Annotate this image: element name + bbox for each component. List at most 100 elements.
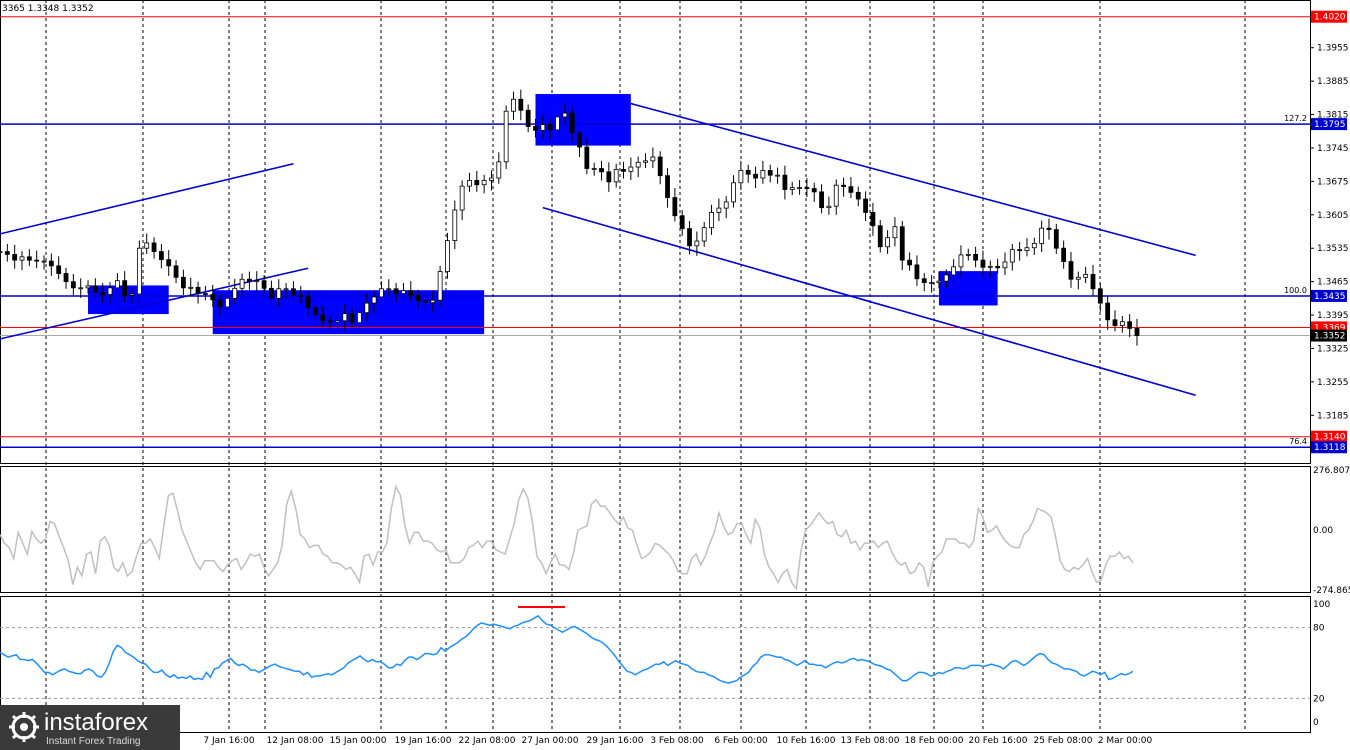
x-tick-label: 29 Jan 16:00 [587, 736, 644, 746]
cci-line [0, 484, 1134, 591]
candle-body [48, 260, 54, 267]
candle-body [100, 292, 106, 295]
candle-body [753, 173, 758, 179]
candle-body [628, 166, 634, 172]
candle-body [19, 256, 25, 261]
candle-body [92, 285, 98, 293]
candle-body [525, 109, 531, 127]
candle-body [863, 198, 868, 213]
candle-body [848, 186, 854, 193]
x-tick-label: 20 Feb 16:00 [968, 736, 1027, 746]
candle-body [635, 161, 641, 168]
y-tick-label: 1.3465 [1317, 278, 1349, 288]
price-panel[interactable]: 127.2 100.0 76.4 [0, 0, 1311, 464]
y-tick-label: 1.3395 [1317, 311, 1349, 321]
candle-body [973, 254, 979, 261]
candle-body [481, 180, 487, 186]
candle-body [833, 184, 839, 207]
candle-body [247, 278, 252, 282]
candle-body [540, 124, 546, 131]
candle-body [1127, 321, 1133, 329]
candle-body [496, 161, 502, 179]
axes: 7 Jan 16:00 12 Jan 08:00 15 Jan 00:00 19 Ja… [203, 10, 1350, 746]
candle-body [166, 259, 172, 267]
candle-body [870, 212, 876, 227]
candle-body [643, 160, 648, 163]
candle-body [958, 254, 964, 268]
candle-body [173, 265, 179, 278]
candle-body [569, 112, 575, 134]
level-price-label: 1.3118 [1314, 443, 1346, 453]
candle-body [907, 259, 912, 266]
rsi-panel[interactable] [0, 596, 1311, 733]
candle-body [826, 205, 832, 209]
trendline [0, 162, 294, 235]
y-tick-label: 1.3885 [1317, 77, 1349, 87]
candle-body [371, 296, 377, 304]
y-tick-label: 1.3955 [1317, 44, 1349, 54]
rsi-line [0, 614, 1134, 684]
candle-body [136, 247, 142, 295]
candle-body [12, 254, 18, 261]
candle-body [467, 180, 472, 187]
candle-body [804, 187, 810, 189]
candle-body [1009, 249, 1015, 263]
candle-body [731, 182, 736, 203]
fib-label: 100.0 [1284, 286, 1307, 295]
candle-body [327, 320, 333, 323]
rsi-panel-frame [0, 596, 1311, 733]
brand-logo: instaforex Instant Forex Trading [0, 705, 180, 750]
candle-body [995, 265, 1001, 269]
candle-body [386, 288, 392, 291]
vertical-gridlines [45, 0, 1246, 732]
x-tick-label: 15 Jan 00:00 [330, 736, 387, 746]
candle-body [892, 226, 898, 239]
candle-body [26, 256, 32, 261]
candle-body [1046, 227, 1052, 230]
candle-body [687, 228, 692, 247]
candle-body [782, 174, 788, 190]
candle-body [379, 288, 384, 298]
candle-body [613, 169, 619, 183]
candle-body [298, 295, 304, 297]
candle-body [672, 197, 678, 217]
candle-body [877, 225, 883, 248]
candle-body [180, 276, 186, 289]
candle-body [144, 242, 150, 249]
cci-panel[interactable] [0, 466, 1311, 593]
fib-label: 127.2 [1284, 114, 1307, 123]
candle-body [929, 282, 935, 284]
candle-body [1112, 319, 1118, 326]
candle-body [320, 314, 326, 322]
candle-body [239, 278, 245, 289]
y-tick-label: 1.3535 [1317, 244, 1349, 254]
candle-body [679, 215, 685, 230]
x-tick-label: 2 Mar 00:00 [1098, 736, 1153, 746]
cci-tick-label: 276.8074 [1313, 466, 1350, 476]
logo-tagline: Instant Forex Trading [46, 736, 141, 747]
x-tick-label: 19 Jan 16:00 [395, 736, 452, 746]
candle-body [606, 171, 612, 183]
candle-body [555, 116, 560, 131]
candle-body [518, 98, 524, 111]
level-price-label: 1.3140 [1314, 433, 1346, 443]
candle-body [841, 184, 846, 188]
y-tick-label: 1.3745 [1317, 144, 1349, 154]
fib-label: 76.4 [1289, 437, 1307, 446]
level-price-label: 1.3369 [1314, 323, 1346, 333]
candle-body [789, 187, 795, 190]
candle-body [335, 320, 340, 323]
x-tick-label: 27 Jan 00:00 [522, 736, 579, 746]
candle-body [489, 177, 494, 181]
candle-body [349, 313, 355, 324]
candle-body [1017, 249, 1023, 252]
candle-body [562, 112, 568, 118]
candle-body [408, 290, 414, 296]
candle-body [41, 260, 47, 263]
candle-body [269, 287, 274, 299]
cci-tick-label: 0.00 [1313, 526, 1333, 536]
candle-body [738, 170, 744, 184]
candle-body [291, 288, 296, 296]
rsi-tick-label: 100 [1313, 600, 1330, 610]
candle-body [723, 201, 729, 209]
